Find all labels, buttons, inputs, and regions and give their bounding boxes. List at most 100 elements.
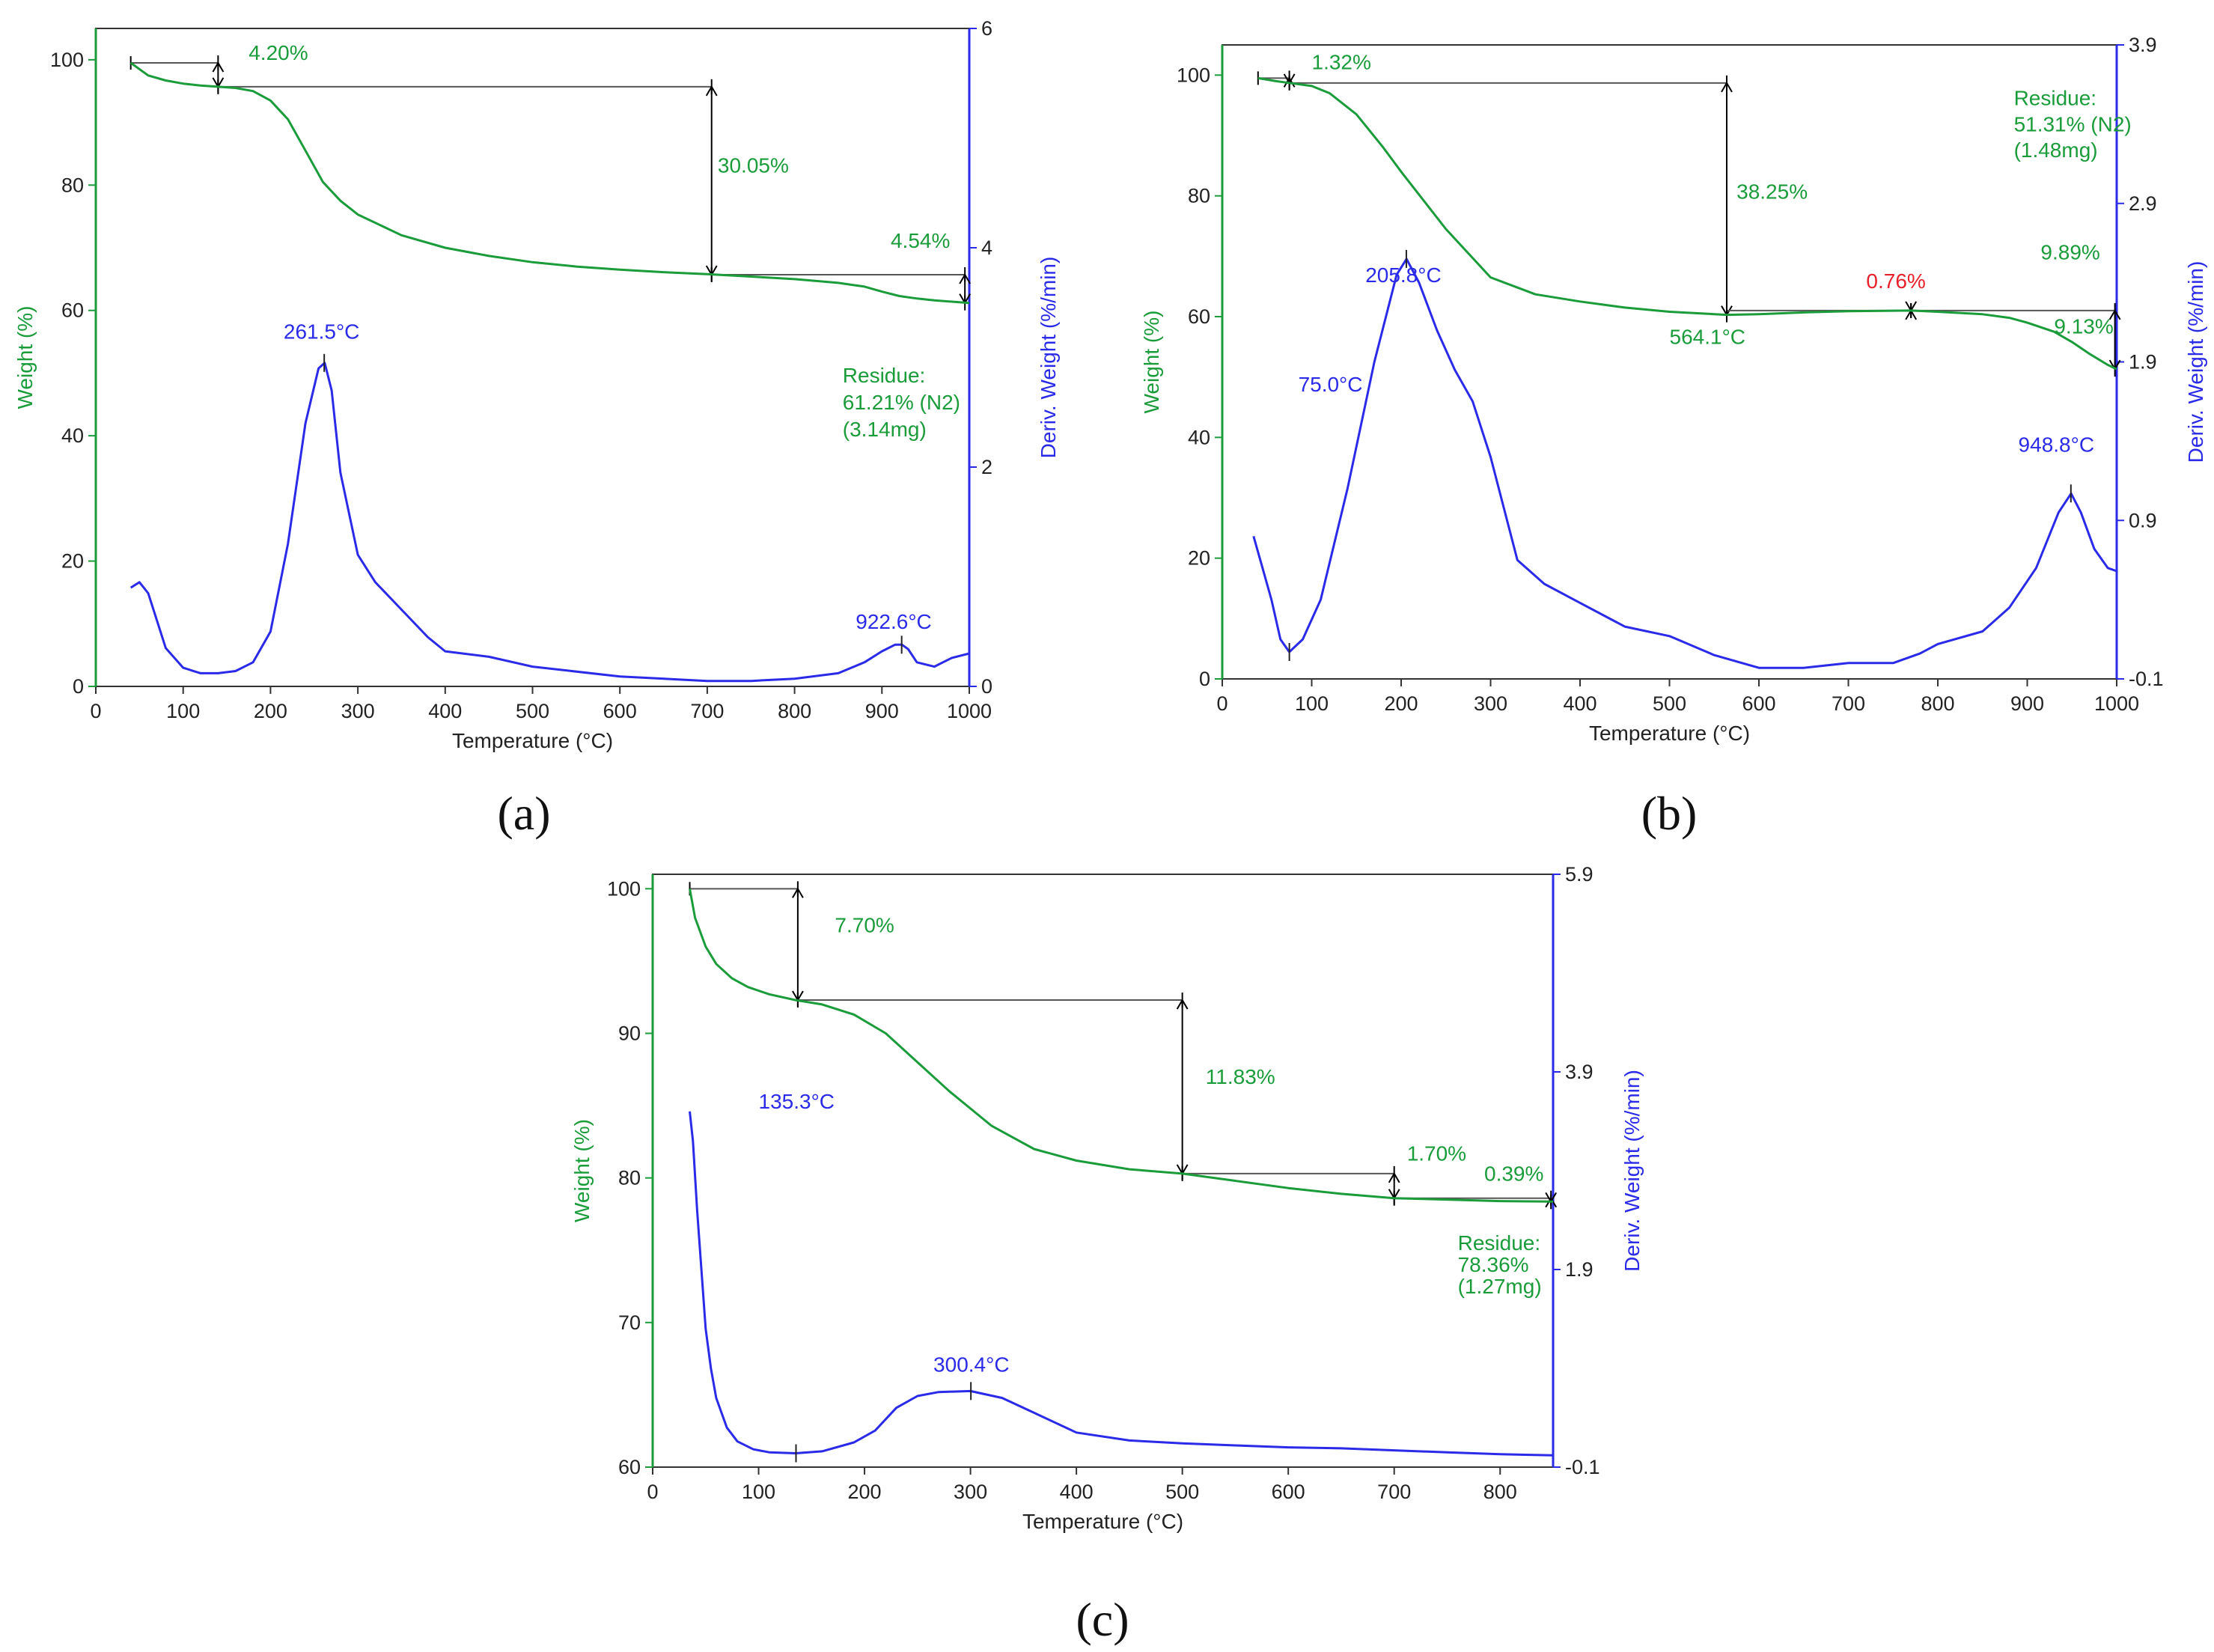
x-tick-label: 200 [848, 1481, 882, 1503]
panel-label: (a) [497, 787, 550, 840]
y2-tick-label: 6 [981, 17, 992, 40]
x-axis-title: Temperature (°C) [1022, 1510, 1183, 1533]
panel-c: 0 100 200 300 400 500 600 700 800 60 70 80 90 100 -0.1… [570, 863, 1644, 1646]
y-axis-title: Weight (%) [570, 1119, 594, 1222]
y2-tick-label: 4 [981, 237, 992, 259]
x-tick-label: 700 [1832, 692, 1865, 715]
y2-tick-label: 5.9 [1565, 863, 1594, 886]
x-tick-label: 800 [778, 700, 811, 722]
x-tick-label: 200 [1384, 692, 1418, 715]
y2-tick-label: 0.9 [2129, 509, 2157, 531]
x-tick-label: 800 [1483, 1481, 1517, 1503]
y2-tick-label: 2.9 [2129, 192, 2157, 215]
annotation-label: 11.83% [1206, 1065, 1275, 1088]
annotation-label: 75.0°C [1299, 373, 1363, 396]
x-tick-label: 900 [2010, 692, 2044, 715]
x-tick-label: 0 [90, 700, 101, 722]
annotation-label: 9.13% [2054, 315, 2113, 338]
x-tick-label: 400 [1563, 692, 1597, 715]
annotation-label: 0.39% [1484, 1162, 1543, 1186]
y2-tick-label: 3.9 [1565, 1061, 1594, 1083]
panel-a: 0 100 200 300 400 500 600 700 800 900 100002040608… [13, 17, 1060, 840]
x-tick-label: 600 [1272, 1481, 1305, 1503]
y-tick-label: 90 [618, 1022, 641, 1044]
y2-tick-label: -0.1 [1565, 1456, 1600, 1478]
y-tick-label: 60 [618, 1456, 641, 1478]
x-tick-label: 1000 [947, 700, 992, 722]
y-axis-title: Weight (%) [1140, 311, 1163, 414]
x-axis-title: Temperature (°C) [452, 729, 613, 752]
x-tick-label: 700 [1377, 1481, 1411, 1503]
y-tick-label: 40 [61, 424, 84, 447]
annotation-label: 51.31% (N2) [2014, 112, 2132, 135]
annotation-label: 261.5°C [284, 320, 360, 343]
y2-tick-label: -0.1 [2129, 668, 2164, 690]
annotation-label: 1.70% [1407, 1142, 1466, 1165]
annotation-label: 922.6°C [856, 610, 932, 633]
x-tick-label: 100 [166, 700, 200, 722]
y-tick-label: 80 [1188, 185, 1210, 207]
annotation-label: Residue: [2014, 87, 2097, 110]
annotation-label: 61.21% (N2) [843, 391, 960, 414]
annotation-label: 948.8°C [2019, 433, 2095, 457]
annotation-label: Residue: [1458, 1231, 1541, 1255]
plot-frame [95, 28, 970, 687]
annotation-label: 30.05% [718, 154, 789, 177]
x-tick-label: 0 [1216, 692, 1228, 715]
annotation-label: 7.70% [835, 913, 894, 936]
y2-axis-title: Deriv. Weight (%/min) [1620, 1070, 1644, 1272]
y-tick-label: 0 [1199, 668, 1210, 690]
y-tick-label: 60 [61, 299, 84, 322]
weight-curve [1257, 76, 2117, 371]
x-tick-label: 300 [954, 1481, 987, 1503]
x-tick-label: 500 [516, 700, 549, 722]
annotation-label: 0.76% [1866, 269, 1925, 293]
x-tick-label: 500 [1653, 692, 1686, 715]
y-tick-label: 100 [607, 877, 641, 900]
deriv-weight-curve [689, 1111, 1554, 1457]
y-tick-label: 80 [61, 174, 84, 196]
x-tick-label: 100 [742, 1481, 775, 1503]
annotation-label: (1.48mg) [2014, 138, 2098, 162]
annotation-label: (1.27mg) [1458, 1275, 1542, 1298]
panel-label: (b) [1641, 787, 1698, 840]
annotation-label: 4.54% [891, 229, 950, 252]
y-tick-label: 80 [618, 1167, 641, 1189]
y2-tick-label: 0 [981, 675, 992, 698]
x-tick-label: 300 [341, 700, 375, 722]
annotation-label: 78.36% [1458, 1253, 1529, 1276]
annotation-label: 1.32% [1312, 50, 1371, 73]
x-tick-label: 400 [428, 700, 462, 722]
y-axis-title: Weight (%) [13, 306, 37, 409]
panel-label: (c) [1076, 1593, 1129, 1646]
deriv-weight-curve [1252, 257, 2117, 669]
y2-axis-title: Deriv. Weight (%/min) [1037, 257, 1060, 459]
annotation-label: 300.4°C [933, 1353, 1010, 1377]
y2-tick-label: 2 [981, 456, 992, 478]
x-tick-label: 500 [1165, 1481, 1199, 1503]
y-tick-label: 0 [73, 675, 84, 698]
panel-b: 0 100 200 300 400 500 600 700 800 900 1000 0 20 40 60 8… [1140, 34, 2207, 840]
x-tick-label: 800 [1921, 692, 1954, 715]
y2-tick-label: 1.9 [1565, 1258, 1594, 1281]
annotation-label: (3.14mg) [843, 418, 927, 441]
y2-axis-title: Deriv. Weight (%/min) [2184, 261, 2207, 463]
weight-curve [689, 889, 1554, 1203]
x-tick-label: 200 [254, 700, 287, 722]
y-tick-label: 20 [61, 550, 84, 573]
annotation-label: 564.1°C [1670, 325, 1746, 348]
annotation-label: 9.89% [2040, 240, 2099, 263]
x-tick-label: 0 [647, 1481, 658, 1503]
y2-tick-label: 3.9 [2129, 34, 2157, 56]
annotation-label: 205.8°C [1365, 263, 1442, 287]
annotation-label: 4.20% [248, 41, 308, 64]
x-tick-label: 100 [1295, 692, 1329, 715]
x-tick-label: 600 [1742, 692, 1775, 715]
deriv-weight-curve [129, 362, 970, 683]
y-tick-label: 70 [618, 1311, 641, 1334]
annotation-label: Residue: [843, 364, 926, 387]
x-axis-title: Temperature (°C) [1589, 722, 1750, 745]
y-tick-label: 60 [1188, 305, 1210, 328]
plot-frame [652, 874, 1554, 1468]
